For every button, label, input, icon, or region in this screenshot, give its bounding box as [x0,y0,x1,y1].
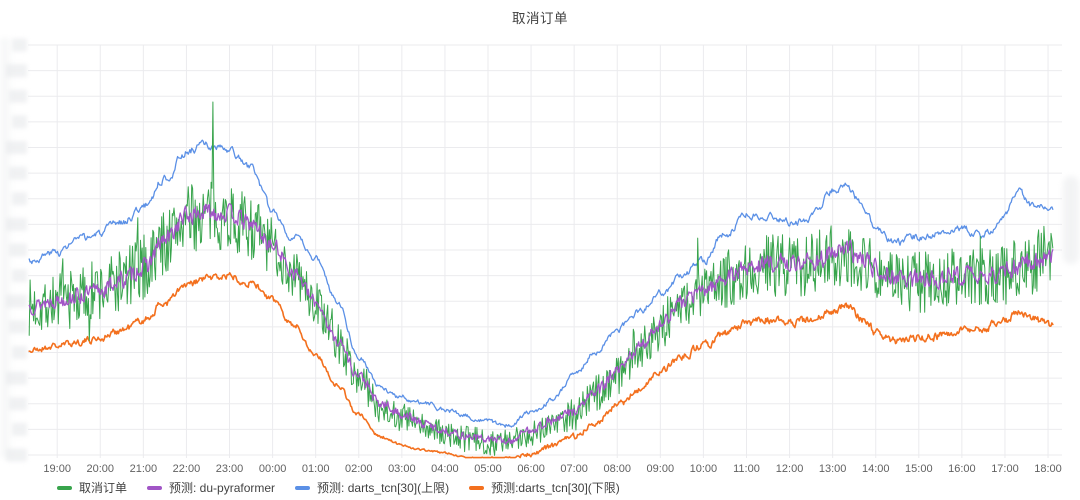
chart-title: 取消订单 [512,11,568,26]
legend-label: 预测: du-pyraformer [169,481,276,495]
legend-swatch-purple [147,485,163,490]
legend-swatch-orange [469,485,485,490]
series--du-pyraformer [28,202,1054,445]
legend-label: 取消订单 [79,481,128,495]
x-axis-tick-label: 03:00 [388,463,416,475]
x-axis-tick-label: 08:00 [603,463,631,475]
x-axis-tick-label: 18:00 [1034,463,1062,475]
x-axis-tick-label: 01:00 [302,463,330,475]
x-axis-tick-label: 02:00 [345,463,373,475]
x-axis-tick-label: 14:00 [862,463,890,475]
x-axis-tick-label: 23:00 [216,463,244,475]
legend-label: 预测: darts_tcn[30](上限) [317,481,450,495]
legend-swatch-green [57,485,72,490]
chart-legend: 取消订单 预测: du-pyraformer 预测: darts_tcn[30]… [57,479,620,496]
x-axis-tick-label: 22:00 [173,463,201,475]
x-axis-tick-label: 05:00 [474,463,502,475]
x-axis-tick-label: 19:00 [43,463,71,475]
legend-item-tcn-lower[interactable]: 预测:darts_tcn[30](下限) [469,479,620,496]
x-axis-tick-label: 10:00 [690,463,718,475]
grid [28,44,1062,458]
x-axis: 19:00 20:00 21:00 22:00 23:00 00:00 01:00 02:00… [43,463,1061,475]
x-axis-tick-label: 04:00 [431,463,459,475]
legend-item-du-pyraformer[interactable]: 预测: du-pyraformer [147,479,275,496]
time-series-chart[interactable]: 19:00 20:00 21:00 22:00 23:00 00:00 01:00 02:00… [0,0,1080,478]
legend-item-actual[interactable]: 取消订单 [57,479,127,496]
blurred-left-strip [0,38,10,458]
x-axis-tick-label: 00:00 [259,463,287,475]
y-axis-labels-redacted [6,38,1079,462]
x-axis-tick-label: 07:00 [560,463,588,475]
x-axis-tick-label: 11:00 [733,463,760,475]
x-axis-tick-label: 16:00 [948,463,976,475]
legend-label: 预测:darts_tcn[30](下限) [491,481,620,495]
legend-item-tcn-upper[interactable]: 预测: darts_tcn[30](上限) [295,479,449,496]
x-axis-tick-label: 09:00 [647,463,675,475]
legend-swatch-blue [295,485,311,490]
x-axis-tick-label: 20:00 [87,463,115,475]
series-- [28,101,1054,456]
x-axis-tick-label: 17:00 [991,463,1019,475]
x-axis-tick-label: 13:00 [819,463,847,475]
x-axis-tick-label: 15:00 [905,463,933,475]
x-axis-tick-label: 21:00 [130,463,158,475]
series--darts-tcn-30- [28,272,1054,459]
x-axis-tick-label: 12:00 [776,463,804,475]
blurred-right-blob [1063,176,1079,264]
series--darts-tcn-30- [28,139,1054,428]
x-axis-tick-label: 06:00 [517,463,545,475]
